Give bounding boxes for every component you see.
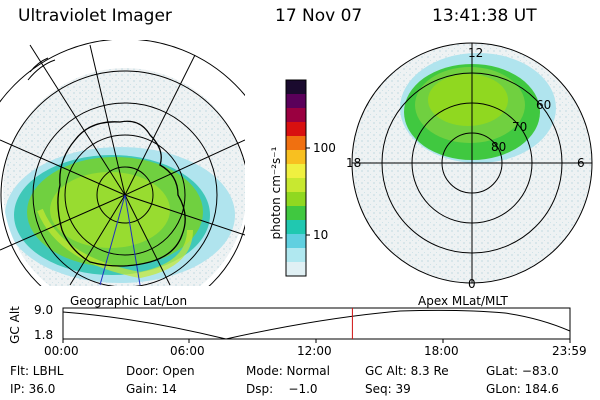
colorbar-band	[286, 164, 306, 179]
status-gain: Gain: 14	[126, 382, 177, 396]
colorbar-band	[286, 94, 306, 109]
status-dsp: Dsp: −1.0	[246, 382, 318, 396]
colorbar-band	[286, 192, 306, 207]
status-gc-alt: GC Alt: 8.3 Re	[365, 364, 449, 378]
colorbar-band	[286, 122, 306, 137]
status-flt: Flt: LBHL	[10, 364, 64, 378]
colorbar-band	[286, 178, 306, 193]
geographic-map	[0, 40, 245, 286]
colorbar-band	[286, 206, 306, 221]
colorbar-unit-label: photon cm⁻²s⁻¹	[269, 146, 283, 240]
colorbar-ticks	[306, 147, 310, 236]
mlat-label-60: 60	[536, 98, 552, 112]
instrument-title: Ultraviolet Imager	[18, 6, 172, 26]
colorbar	[286, 80, 306, 277]
altitude-ytick-max: 9.0	[34, 303, 54, 317]
magnetic-map	[351, 42, 593, 284]
altitude-xtick-2: 12:00	[297, 344, 332, 358]
left-blue-meridians	[99, 194, 141, 286]
altitude-plot-frame	[62, 307, 571, 340]
colorbar-band	[286, 80, 306, 95]
colorbar-band	[286, 150, 306, 165]
date-label: 17 Nov 07	[275, 6, 363, 26]
colorbar-frame	[285, 79, 307, 277]
altitude-curve	[62, 309, 571, 340]
altitude-xtick-0: 00:00	[44, 344, 79, 358]
colorbar-band	[286, 234, 306, 249]
left-emission-core	[50, 172, 170, 248]
south-america-coast	[27, 57, 56, 81]
left-longitude-lines	[0, 44, 245, 286]
colorbar-band	[286, 136, 306, 151]
colorbar-band	[286, 108, 306, 123]
left-latitude-circles	[0, 40, 245, 286]
mlat-label-80: 80	[491, 140, 507, 154]
colorbar-band	[286, 262, 306, 277]
altitude-plot	[62, 307, 571, 343]
colorbar-tick-10: 10	[313, 228, 329, 242]
altitude-ytick-min: 1.8	[34, 328, 54, 342]
mlt-label-6: 6	[577, 156, 585, 170]
colorbar-band	[286, 248, 306, 263]
mlat-label-70: 70	[512, 120, 528, 134]
status-ip: IP: 36.0	[10, 382, 56, 396]
altitude-x-ticks	[62, 339, 571, 343]
coastline	[57, 120, 186, 267]
colorbar-band	[286, 220, 306, 235]
time-label: 13:41:38 UT	[432, 6, 537, 26]
mlt-label-12: 12	[468, 46, 484, 60]
right-emission-core	[428, 74, 508, 126]
altitude-xtick-1: 06:00	[170, 344, 205, 358]
colorbar-tick-100: 100	[313, 141, 336, 155]
altitude-ylabel: GC Alt	[7, 306, 22, 344]
altitude-xtick-3: 18:00	[424, 344, 459, 358]
status-mode: Mode: Normal	[246, 364, 330, 378]
status-seq: Seq: 39	[365, 382, 411, 396]
status-glon: GLon: 184.6	[486, 382, 559, 396]
status-glat: GLat: −83.0	[486, 364, 559, 378]
left-panel-caption: Geographic Lat/Lon	[70, 294, 188, 308]
status-door: Door: Open	[126, 364, 195, 378]
mlt-label-18: 18	[346, 156, 362, 170]
right-mlt-lines	[352, 43, 592, 283]
mlt-label-0: 0	[468, 277, 476, 291]
right-panel-caption: Apex MLat/MLT	[418, 294, 508, 308]
altitude-xtick-4: 23:59	[552, 344, 587, 358]
